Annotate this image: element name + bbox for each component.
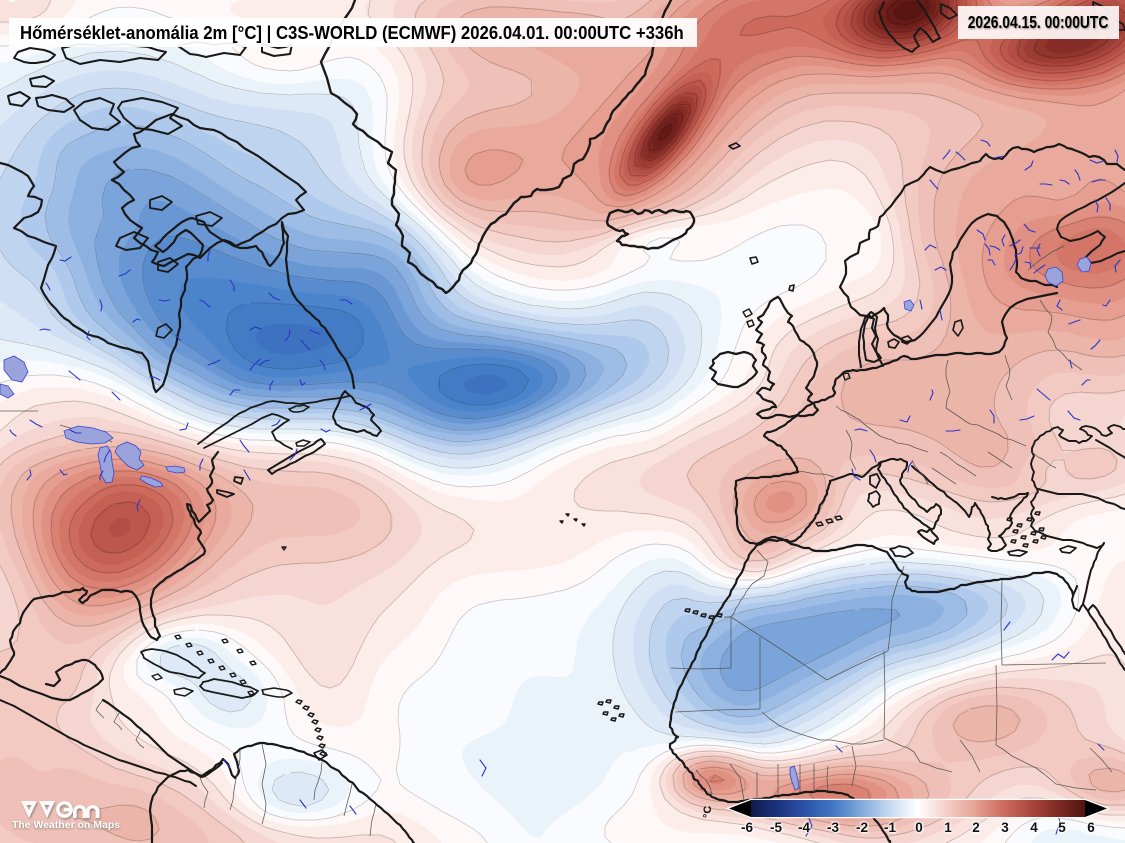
svg-text:°C: °C <box>702 806 714 818</box>
